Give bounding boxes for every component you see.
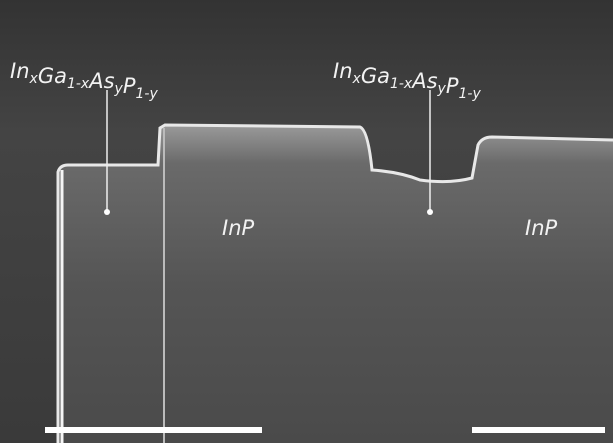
surface-edge [56,123,613,443]
pointer-dot [104,209,110,215]
region-label: InP [222,216,255,240]
label-base: As [87,69,114,93]
label-subscript: x [352,71,362,87]
label-subscript: x [29,71,39,87]
label-base: Ga [361,64,390,88]
region-label: InP [525,216,558,240]
label-base: Ga [38,64,67,88]
label-base: P [446,74,459,98]
label-base: P [123,74,136,98]
pointer-dot [427,209,433,215]
layer-label: InxGa1-xAsyP1-y [333,59,481,102]
label-base: In [10,59,30,83]
label-subscript: 1-y [136,86,159,102]
sample-profile [58,125,613,443]
label-base: As [410,69,437,93]
layer-label: InxGa1-xAsyP1-y [10,59,158,102]
label-base: In [333,59,353,83]
label-subscript: 1-x [390,76,413,92]
label-subscript: 1-x [67,76,90,92]
label-subscript: y [437,81,447,97]
label-subscript: 1-y [459,86,482,102]
label-subscript: y [114,81,124,97]
